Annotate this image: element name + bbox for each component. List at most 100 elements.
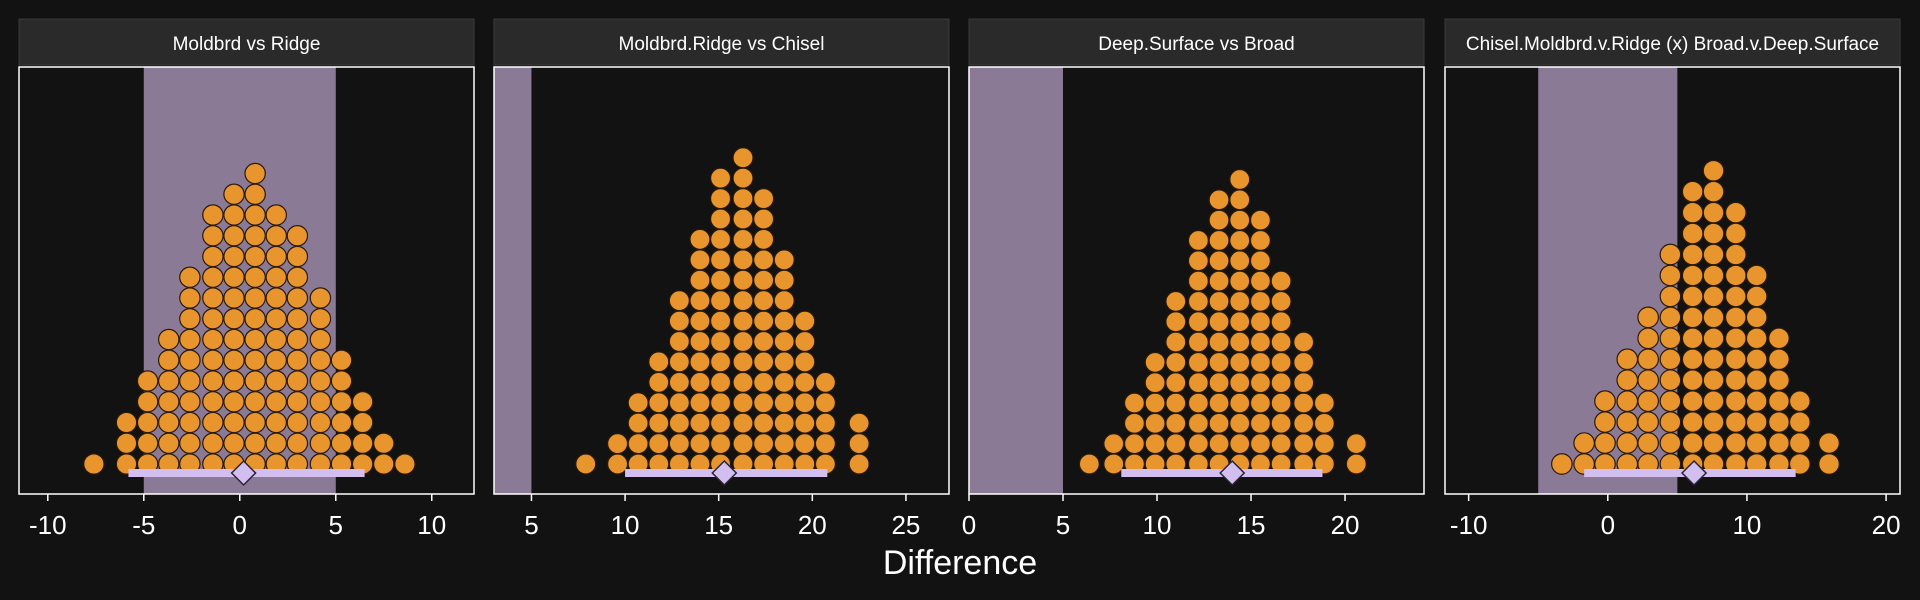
data-dot xyxy=(157,370,180,392)
data-dot xyxy=(244,204,266,226)
data-dot xyxy=(732,371,754,393)
data-dot xyxy=(309,308,332,330)
data-dot xyxy=(668,290,690,312)
x-tick-label: 0 xyxy=(962,510,976,540)
data-dot xyxy=(709,228,732,250)
data-dot xyxy=(330,349,353,372)
data-dot xyxy=(1745,264,1768,287)
data-dot xyxy=(1249,351,1271,373)
facet-title: Moldbrd vs Ridge xyxy=(173,34,321,55)
data-dot xyxy=(709,310,732,332)
data-dot xyxy=(157,432,180,455)
data-dot xyxy=(244,308,266,330)
data-dot xyxy=(1165,412,1187,434)
data-dot xyxy=(1229,209,1251,231)
x-tick-label: 20 xyxy=(1872,510,1901,540)
data-dot xyxy=(244,432,266,455)
data-dot xyxy=(773,269,795,291)
facet-panel-3: Deep.Surface vs Broad 0 5 10 15 20 xyxy=(962,18,1425,540)
data-dot xyxy=(202,245,224,268)
data-dot xyxy=(1187,331,1209,353)
data-dot xyxy=(1208,351,1230,373)
x-tick-label: 5 xyxy=(1056,510,1070,540)
x-axis-title: Difference xyxy=(883,544,1037,582)
data-dot xyxy=(689,371,711,393)
data-dot xyxy=(709,269,732,291)
data-dot xyxy=(1681,201,1704,224)
data-dot xyxy=(1659,348,1682,371)
rope-band xyxy=(494,67,532,494)
data-dot xyxy=(179,349,201,372)
data-dot xyxy=(1724,369,1747,392)
data-dot xyxy=(286,391,309,413)
data-dot xyxy=(753,412,775,434)
data-dot xyxy=(1745,327,1768,350)
data-dot xyxy=(244,391,266,413)
data-dot xyxy=(1144,433,1166,455)
data-dot xyxy=(814,412,836,434)
data-dot xyxy=(627,433,649,455)
data-dot xyxy=(223,225,245,247)
data-dot xyxy=(732,269,754,291)
data-dot xyxy=(648,351,670,373)
data-dot xyxy=(709,412,732,434)
data-dot xyxy=(1768,348,1790,371)
data-dot xyxy=(1229,351,1251,373)
data-dot xyxy=(1187,412,1209,434)
data-dot xyxy=(1208,331,1230,353)
data-dot xyxy=(244,287,266,309)
data-dot xyxy=(351,432,374,455)
data-dot xyxy=(179,391,201,413)
data-dot xyxy=(309,391,332,413)
data-dot xyxy=(1659,432,1682,454)
data-dot xyxy=(732,208,754,230)
data-dot xyxy=(223,328,245,351)
data-dot xyxy=(202,204,224,226)
data-dot xyxy=(1249,311,1271,333)
data-dot xyxy=(1724,243,1747,266)
data-dot xyxy=(202,432,224,455)
data-dot xyxy=(202,370,224,392)
data-dot xyxy=(223,287,245,309)
data-dot xyxy=(1724,348,1747,371)
data-dot xyxy=(1249,290,1271,312)
data-dot xyxy=(351,391,374,413)
data-dot xyxy=(709,208,732,230)
data-dot xyxy=(244,328,266,351)
data-dot xyxy=(265,370,288,392)
facet-panel-1: Moldbrd vs Ridge -10 -5 0 5 10 xyxy=(18,18,475,540)
data-dot xyxy=(1165,392,1187,414)
data-dot xyxy=(309,370,332,392)
data-dot xyxy=(309,287,332,309)
point-estimate-marker xyxy=(1219,459,1246,487)
data-dot xyxy=(179,266,201,289)
data-dot xyxy=(709,433,732,455)
data-dot xyxy=(689,433,711,455)
data-dot xyxy=(627,392,649,414)
data-dot xyxy=(286,349,309,372)
data-dot xyxy=(1208,372,1230,394)
rope-band xyxy=(969,67,1064,494)
data-dot xyxy=(689,392,711,414)
facet-strip xyxy=(18,18,475,66)
data-dot xyxy=(1681,264,1704,287)
data-dot xyxy=(1702,285,1725,308)
data-dot xyxy=(773,433,795,455)
data-dot xyxy=(330,391,353,413)
point-estimate-marker xyxy=(1681,459,1708,487)
data-dot xyxy=(1637,306,1660,329)
data-dot xyxy=(848,453,870,475)
data-dot xyxy=(1187,392,1209,414)
data-dot xyxy=(1659,285,1682,308)
data-dot xyxy=(330,432,353,455)
data-dot xyxy=(1616,369,1639,392)
data-dot xyxy=(1270,412,1292,434)
data-dot xyxy=(732,167,754,189)
data-dot xyxy=(732,351,754,373)
facet-strip xyxy=(1444,18,1901,66)
data-dot xyxy=(1229,290,1251,312)
data-dot xyxy=(668,330,690,353)
data-dot xyxy=(732,249,754,271)
data-dot xyxy=(1229,331,1251,353)
